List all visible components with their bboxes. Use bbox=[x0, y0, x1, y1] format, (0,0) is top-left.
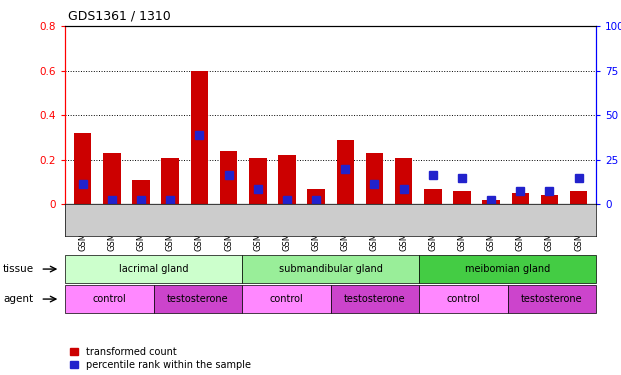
Bar bbox=[395, 158, 412, 204]
Text: control: control bbox=[93, 294, 126, 304]
Text: tissue: tissue bbox=[3, 264, 34, 274]
Bar bbox=[541, 195, 558, 204]
Text: control: control bbox=[270, 294, 303, 304]
Bar bbox=[483, 200, 500, 204]
Bar bbox=[453, 191, 471, 204]
Bar bbox=[191, 71, 208, 204]
Bar bbox=[337, 140, 354, 204]
Text: agent: agent bbox=[3, 294, 34, 304]
Text: meibomian gland: meibomian gland bbox=[465, 264, 550, 274]
Text: GDS1361 / 1310: GDS1361 / 1310 bbox=[68, 9, 171, 22]
Text: testosterone: testosterone bbox=[167, 294, 229, 304]
Text: lacrimal gland: lacrimal gland bbox=[119, 264, 188, 274]
Bar bbox=[161, 158, 179, 204]
Bar bbox=[307, 189, 325, 204]
Text: submandibular gland: submandibular gland bbox=[279, 264, 383, 274]
Bar bbox=[424, 189, 442, 204]
Bar bbox=[366, 153, 383, 204]
Bar bbox=[74, 133, 91, 204]
Legend: transformed count, percentile rank within the sample: transformed count, percentile rank withi… bbox=[70, 347, 251, 370]
Bar bbox=[132, 180, 150, 204]
Text: testosterone: testosterone bbox=[521, 294, 582, 304]
Bar bbox=[512, 193, 529, 204]
Bar bbox=[570, 191, 587, 204]
Bar bbox=[103, 153, 120, 204]
Text: testosterone: testosterone bbox=[344, 294, 406, 304]
Text: control: control bbox=[446, 294, 480, 304]
Bar bbox=[249, 158, 266, 204]
Bar bbox=[278, 155, 296, 204]
Bar bbox=[220, 151, 237, 204]
